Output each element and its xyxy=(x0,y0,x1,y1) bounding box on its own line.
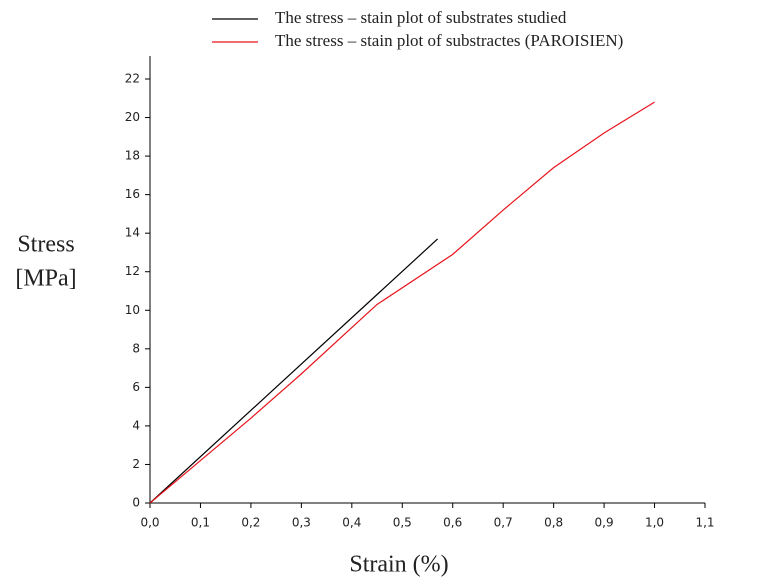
x-tick-label: 0,9 xyxy=(595,516,614,530)
y-tick-label: 4 xyxy=(132,418,140,432)
y-tick-label: 22 xyxy=(125,72,140,86)
x-tick-label: 0,8 xyxy=(544,516,563,530)
x-tick-label: 0,7 xyxy=(494,516,513,530)
y-tick-label: 16 xyxy=(125,187,140,201)
legend-label: The stress – stain plot of substractes (… xyxy=(275,31,623,50)
x-tick-label: 0,4 xyxy=(342,516,361,530)
y-tick-label: 2 xyxy=(132,457,140,471)
y-tick-label: 10 xyxy=(125,303,140,317)
x-tick-label: 1,0 xyxy=(645,516,664,530)
x-axis-label: Strain (%) xyxy=(349,552,448,578)
x-tick-label: 0,3 xyxy=(292,516,311,530)
legend-label: The stress – stain plot of substrates st… xyxy=(275,8,567,27)
y-axis-label: Stress xyxy=(17,232,74,258)
y-tick-label: 12 xyxy=(125,264,140,278)
y-tick-label: 0 xyxy=(132,496,140,510)
y-tick-label: 8 xyxy=(132,341,140,355)
y-tick-label: 20 xyxy=(125,110,140,124)
x-tick-label: 0,5 xyxy=(393,516,412,530)
x-tick-label: 1,1 xyxy=(695,516,714,530)
x-tick-label: 0,2 xyxy=(241,516,260,530)
data-line xyxy=(149,101,655,504)
y-tick-label: 18 xyxy=(125,149,140,163)
y-tick-label: 6 xyxy=(132,380,140,394)
y-tick-label: 14 xyxy=(125,226,140,240)
y-axis-label: [MPa] xyxy=(15,266,76,292)
data-line xyxy=(149,238,438,504)
x-tick-label: 0,1 xyxy=(191,516,210,530)
x-tick-label: 0,6 xyxy=(443,516,462,530)
x-tick-label: 0,0 xyxy=(140,516,159,530)
